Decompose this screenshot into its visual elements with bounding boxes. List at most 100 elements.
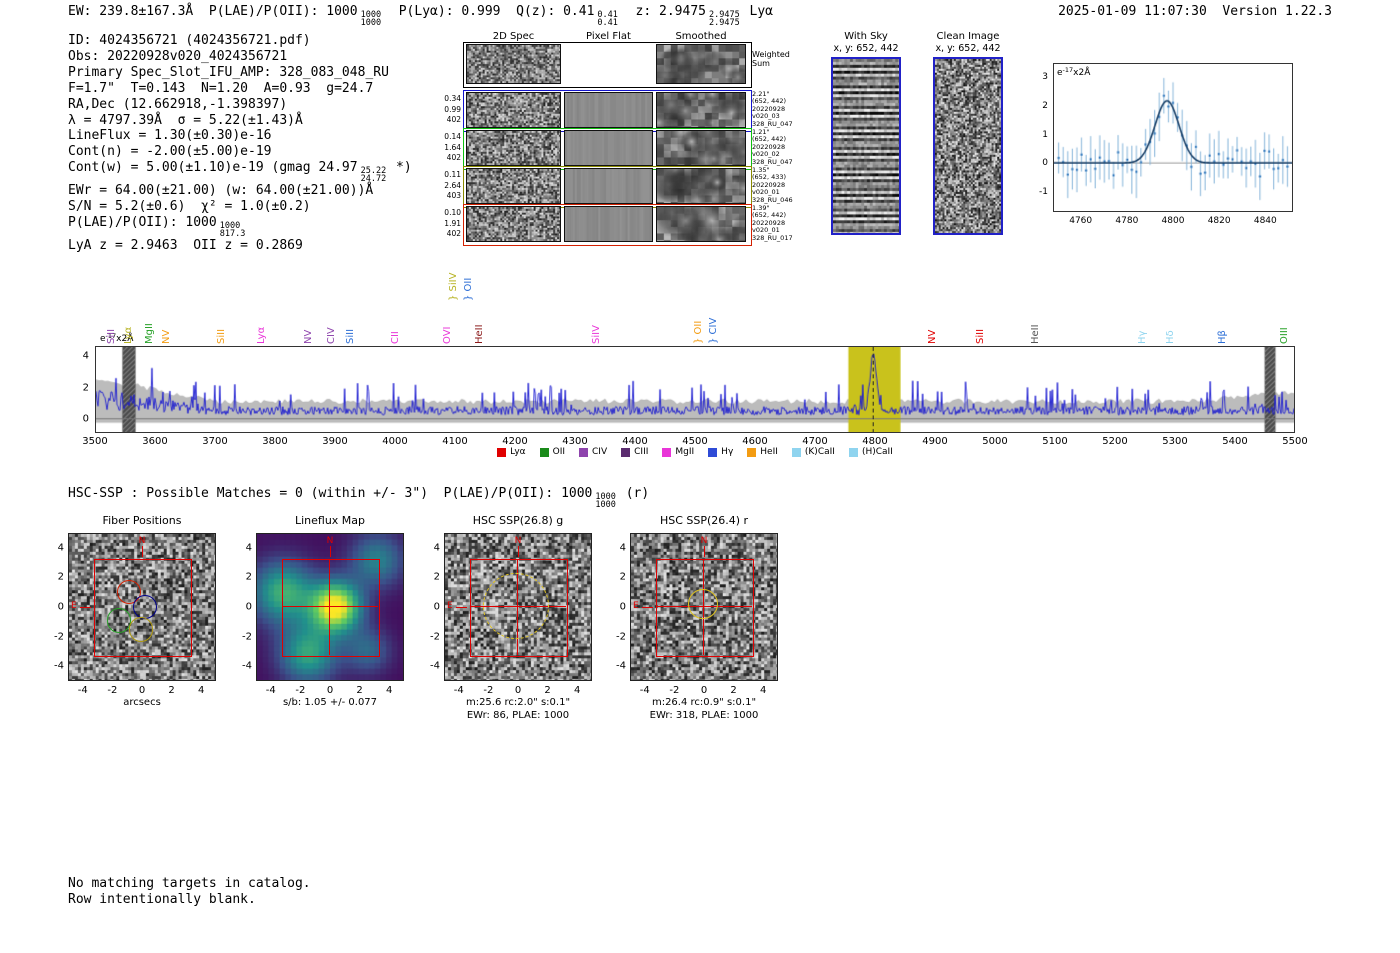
cutout-ytick-label: 0 (619, 601, 626, 613)
fiber-meta-line: 20220928 (752, 218, 786, 227)
cutout-ytick-label: 0 (433, 601, 440, 613)
fiber-2d-spec-image (466, 168, 561, 204)
cutout-xtick-label: 4 (386, 685, 393, 696)
info-fraction: 1000 817.3 (220, 222, 246, 239)
cutout-ytick-label: -4 (54, 660, 64, 672)
legend-item: OII (539, 447, 565, 457)
info-text: Obs: 20220928v020_4024356721 (68, 48, 288, 64)
cutout-title: Fiber Positions (102, 514, 182, 527)
ylabel-base: e (1057, 68, 1063, 78)
cutout-xtick-label: -4 (453, 685, 464, 696)
legend-item: HeII (747, 447, 778, 457)
emission-line-label: } CIV (707, 317, 719, 344)
emission-line-label: SiII (216, 328, 228, 344)
fiber-row-meta: 1.21" (652, 442) 20220928 v020_02 328_RU_047 (752, 128, 793, 166)
spec2d-col-title: Smoothed (675, 31, 727, 42)
spectrum-xtick-label: 3900 (322, 436, 348, 447)
cutout-ytick-label: -2 (616, 631, 626, 643)
info-line: ID: 4024356721 (4024356721.pdf) (68, 33, 412, 49)
spectrum-xtick-label: 4100 (442, 436, 468, 447)
inset-xtick-label: 4800 (1161, 216, 1185, 226)
fiber-weight-value: 0.99 (444, 104, 461, 114)
emission-line-label: NV (926, 329, 938, 344)
header-qz-fraction: 0.41 0.41 (597, 11, 617, 28)
cutout-xtick-label: -2 (107, 685, 118, 696)
cutout-ytick-label: -4 (616, 660, 626, 672)
cutout-ytick-label: 2 (57, 571, 64, 583)
legend-label: CIII (634, 447, 649, 457)
cutout-xtick-label: 2 (168, 685, 175, 696)
header-line-id: Lyα (741, 4, 774, 19)
legend-label: Lyα (510, 447, 526, 457)
legend-item: Lyα (497, 447, 526, 457)
cutout-ytick-label: -4 (242, 660, 252, 672)
cutout-red-box (656, 559, 754, 657)
emission-line-label: HeII (1029, 324, 1041, 344)
compass-e-line (642, 606, 653, 608)
fiber-2d-spec-image (466, 206, 561, 242)
cutout-xtick-label: -2 (483, 685, 494, 696)
ylabel-rest: x2Å (1073, 68, 1091, 78)
cutout-ytick-label: 0 (57, 601, 64, 613)
info-line: Cont(n) = -2.00(±5.00)e-19 (68, 144, 412, 160)
cutout-xtick-label: -4 (265, 685, 276, 696)
matches-fraction: 1000 1000 (595, 492, 616, 510)
legend-label: (K)CaII (804, 447, 835, 457)
legend-swatch (662, 447, 672, 457)
with-sky-coords: x, y: 652, 442 (833, 43, 899, 54)
full-spectrum-chart (95, 346, 1295, 433)
cutout-xtick-label: 0 (514, 685, 522, 696)
weighted-smoothed-image (656, 44, 746, 84)
matches-after: (r) (617, 486, 650, 501)
cutout-ytick-label: -2 (242, 631, 252, 643)
fraction-top: 1000 (595, 492, 616, 502)
legend-label: MgII (675, 447, 695, 457)
cutout-ytick-label: -2 (430, 631, 440, 643)
legend-item: (H)CaII (848, 447, 893, 457)
emission-line-label: Hδ (1165, 330, 1177, 344)
compass-n-line (704, 546, 705, 557)
fiber-meta-line: 1.39" (752, 204, 770, 212)
matches-text: HSC-SSP : Possible Matches = 0 (within +… (68, 486, 593, 501)
cutout-red-box (470, 559, 568, 657)
info-text: ID: 4024356721 (4024356721.pdf) (68, 33, 311, 48)
spectrum-xtick-label: 4500 (682, 436, 708, 447)
compass-e-line (456, 606, 467, 608)
weighted-sum-border (463, 42, 752, 88)
footer-line: Row intentionally blank. (68, 891, 256, 907)
header-summary: EW: 239.8±167.3Å P(LAE)/P(OII): 1000 1000… (68, 4, 773, 27)
spectrum-xtick-label: 5000 (982, 436, 1008, 447)
fiber-pixel-flat-image (564, 168, 653, 204)
catalog-matches-line: HSC-SSP : Possible Matches = 0 (within +… (68, 486, 649, 509)
spectrum-ytick-label: 4 (82, 350, 89, 362)
emission-line-label: } SiIV (447, 272, 459, 301)
fiber-meta-line: 20220928 (752, 104, 786, 113)
fiber-weight-value: 0.10 (444, 208, 461, 217)
aperture-circle (483, 572, 549, 639)
info-line: Obs: 20220928v020_4024356721 (68, 49, 412, 65)
cutout-ytick-label: -2 (54, 631, 64, 643)
weighted-sum-label: Weighted Sum (752, 50, 790, 68)
fiber-weight-value: 0.14 (444, 132, 461, 141)
cutout-xtick-label: 0 (700, 685, 708, 696)
cutout-ytick-label: 2 (433, 571, 440, 583)
header-redshift: z: 2.9475 (619, 4, 706, 19)
legend-item: Hγ (708, 447, 733, 457)
with-sky-image (831, 57, 901, 235)
fiber-smoothed-image (656, 206, 746, 242)
info-line: RA,Dec (12.662918,-1.398397) (68, 97, 412, 113)
info-line: Primary Spec_Slot_IFU_AMP: 328_083_048_R… (68, 65, 412, 81)
cutout-caption2: EWr: 318, PLAE: 1000 (649, 710, 759, 721)
emission-line-label: MgII (144, 323, 156, 344)
fiber-meta-line: v020_01 (752, 226, 780, 235)
info-line: LyA z = 2.9463 OII z = 0.2869 (68, 238, 412, 254)
fiber-pixel-flat-image (564, 130, 653, 166)
info-text: F=1.7" T=0.143 N=1.20 A=0.93 g=24.7 (68, 80, 374, 96)
legend-label: Hγ (721, 447, 734, 457)
fiber-pixel-flat-image (564, 92, 653, 128)
info-line: S/N = 5.2(±0.6) χ² = 1.0(±0.2) (68, 199, 412, 215)
fraction-bottom: 1000 (360, 18, 382, 28)
line-fit-chart (1053, 63, 1293, 212)
fiber-meta-line: 2.21" (752, 90, 770, 98)
weighted-2d-spec-image (466, 44, 561, 84)
